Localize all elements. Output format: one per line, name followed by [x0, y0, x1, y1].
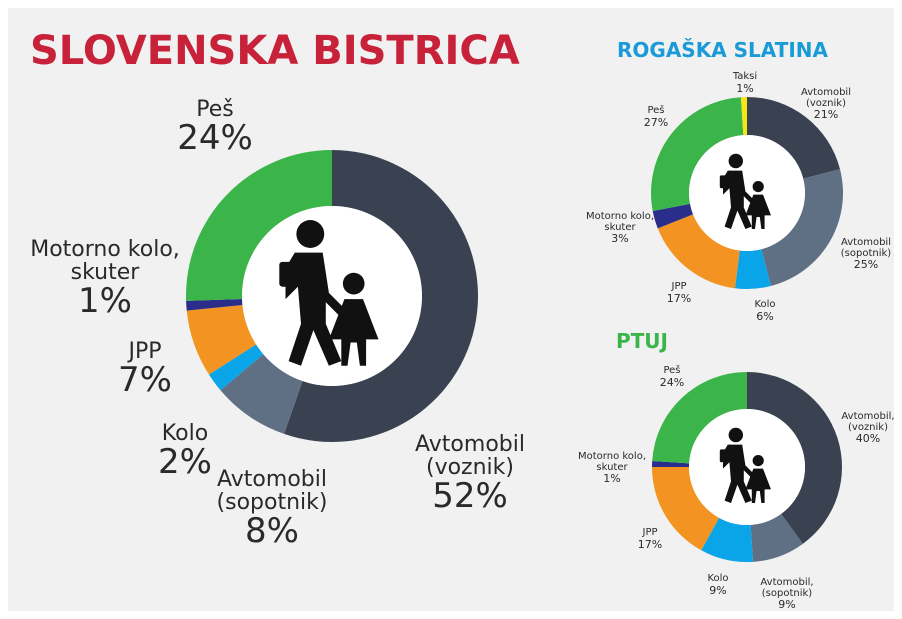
value-label: 9%	[778, 598, 796, 611]
category-label: Avtomobil (voznik)	[801, 87, 851, 109]
category-label: Kolo	[161, 421, 209, 446]
value-label: 17%	[666, 291, 692, 305]
category-label: Kolo	[754, 299, 776, 310]
slice-label: Peš 24%	[659, 365, 685, 389]
value-label: 27%	[643, 115, 669, 129]
value-label: 1%	[736, 81, 754, 95]
slice-label: Avtomobil (sopotnik) 8%	[217, 468, 328, 550]
category-label: Kolo	[707, 573, 729, 584]
slice	[750, 513, 803, 562]
slice	[186, 299, 243, 311]
value-label: 2%	[158, 442, 212, 483]
category-label: Motorno kolo, skuter	[30, 237, 180, 286]
slice	[761, 169, 843, 286]
slice	[701, 517, 753, 562]
value-label: 25%	[853, 258, 879, 271]
slice-label: Avtomobil (voznik) 52%	[415, 433, 525, 515]
category-label: JPP	[671, 281, 687, 292]
slice-label: Taksi 1%	[732, 71, 758, 95]
slice	[652, 372, 747, 464]
value-label: 6%	[756, 309, 774, 323]
value-label: 7%	[118, 360, 172, 401]
category-label: JPP	[128, 339, 162, 364]
value-label: 17%	[637, 537, 663, 551]
slice-label: Kolo 2%	[158, 422, 212, 481]
value-label: 52%	[432, 476, 508, 517]
chart-title: ROGAŠKA SLATINA	[617, 38, 829, 62]
category-label: Taksi	[732, 71, 758, 82]
value-label: 40%	[855, 432, 881, 445]
category-label: Motorno kolo, skuter	[578, 451, 646, 473]
slice-label: Peš 27%	[643, 105, 669, 129]
slice	[186, 305, 257, 375]
slice-label: Motorno kolo, skuter 1%	[578, 451, 646, 485]
slice	[185, 150, 332, 301]
value-label: 9%	[709, 583, 727, 597]
category-label: Peš	[663, 365, 681, 376]
slice	[740, 97, 747, 136]
category-label: Avtomobil, (voznik)	[841, 411, 895, 433]
value-label: 1%	[603, 472, 621, 485]
slice-label: Avtomobil, (sopotnik) 9%	[760, 577, 814, 611]
value-label: 8%	[245, 511, 299, 552]
category-label: Avtomobil (voznik)	[415, 432, 525, 481]
value-label: 24%	[659, 375, 685, 389]
slice-label: Kolo 9%	[707, 573, 729, 597]
slice-label: Avtomobil (voznik) 21%	[801, 87, 851, 121]
slice-label: Motorno kolo, skuter 1%	[30, 238, 180, 320]
slice-label: Avtomobil, (voznik) 40%	[841, 411, 895, 445]
slice	[734, 249, 771, 289]
category-label: Peš	[647, 105, 665, 116]
slice-label: JPP 17%	[666, 281, 692, 305]
category-label: Avtomobil, (sopotnik)	[760, 577, 814, 599]
value-label: 1%	[78, 281, 132, 322]
value-label: 3%	[611, 232, 629, 245]
slice	[652, 461, 690, 467]
slice	[220, 354, 303, 434]
slice	[747, 97, 840, 179]
category-label: JPP	[642, 527, 658, 538]
slice	[284, 150, 478, 442]
slice	[651, 97, 744, 211]
category-label: Avtomobil (sopotnik)	[840, 237, 892, 259]
category-label: Motorno kolo, skuter	[586, 211, 654, 233]
slice	[208, 344, 264, 391]
slice-label: Motorno kolo, skuter 3%	[586, 211, 654, 245]
slice-label: Avtomobil (sopotnik) 25%	[840, 237, 892, 271]
slice-label: Peš 24%	[177, 98, 253, 157]
chart-title: PTUJ	[616, 329, 668, 353]
category-label: Avtomobil (sopotnik)	[216, 467, 328, 516]
category-label: Peš	[196, 97, 234, 122]
slice	[747, 371, 843, 544]
chart-title: SLOVENSKA BISTRICA	[30, 28, 520, 74]
slice-label: JPP 7%	[118, 340, 172, 399]
slice	[652, 467, 720, 551]
slice-label: Kolo 6%	[754, 299, 776, 323]
value-label: 24%	[177, 118, 253, 159]
value-label: 21%	[813, 108, 839, 121]
slice	[652, 203, 694, 229]
slice-label: JPP 17%	[637, 527, 663, 551]
slice	[657, 214, 740, 289]
